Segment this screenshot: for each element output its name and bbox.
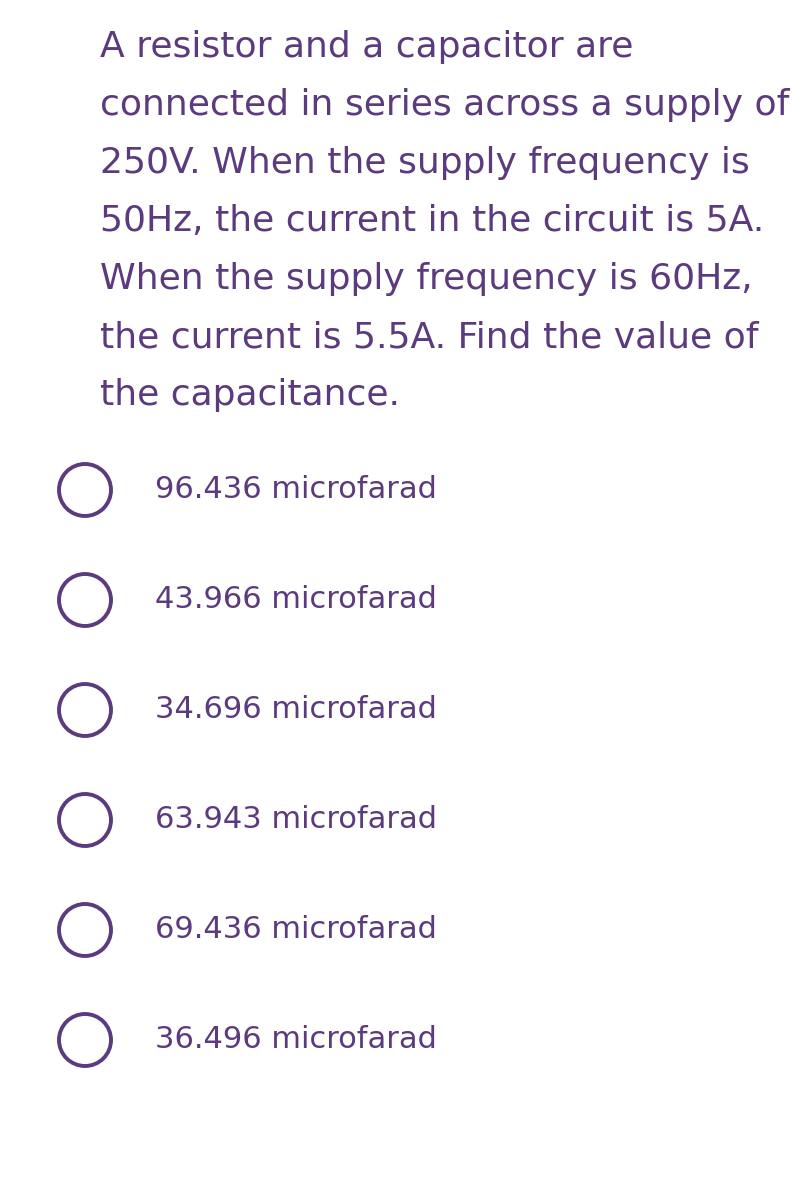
- Text: 250V. When the supply frequency is: 250V. When the supply frequency is: [100, 146, 750, 180]
- Text: 96.436 microfarad: 96.436 microfarad: [155, 475, 437, 504]
- Text: the capacitance.: the capacitance.: [100, 378, 400, 412]
- Text: 43.966 microfarad: 43.966 microfarad: [155, 586, 437, 614]
- Text: 69.436 microfarad: 69.436 microfarad: [155, 916, 437, 944]
- Text: When the supply frequency is 60Hz,: When the supply frequency is 60Hz,: [100, 262, 752, 296]
- Text: 34.696 microfarad: 34.696 microfarad: [155, 696, 437, 725]
- Text: 63.943 microfarad: 63.943 microfarad: [155, 805, 437, 834]
- Text: 50Hz, the current in the circuit is 5A.: 50Hz, the current in the circuit is 5A.: [100, 204, 765, 238]
- Text: connected in series across a supply of: connected in series across a supply of: [100, 88, 790, 122]
- Text: A resistor and a capacitor are: A resistor and a capacitor are: [100, 30, 633, 64]
- Text: 36.496 microfarad: 36.496 microfarad: [155, 1026, 437, 1055]
- Text: the current is 5.5A. Find the value of: the current is 5.5A. Find the value of: [100, 320, 758, 354]
